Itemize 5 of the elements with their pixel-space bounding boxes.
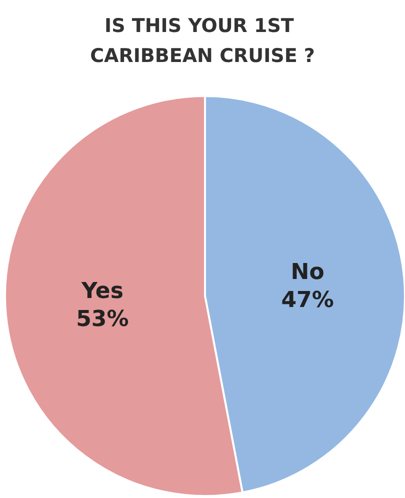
slice-label: Yes [80,279,124,304]
data-label: 53% [76,307,129,332]
chart-title: IS THIS YOUR 1ST CARIBBEAN CRUISE ? [90,15,315,67]
data-label: 47% [281,288,334,313]
slice-label: No [290,260,324,285]
